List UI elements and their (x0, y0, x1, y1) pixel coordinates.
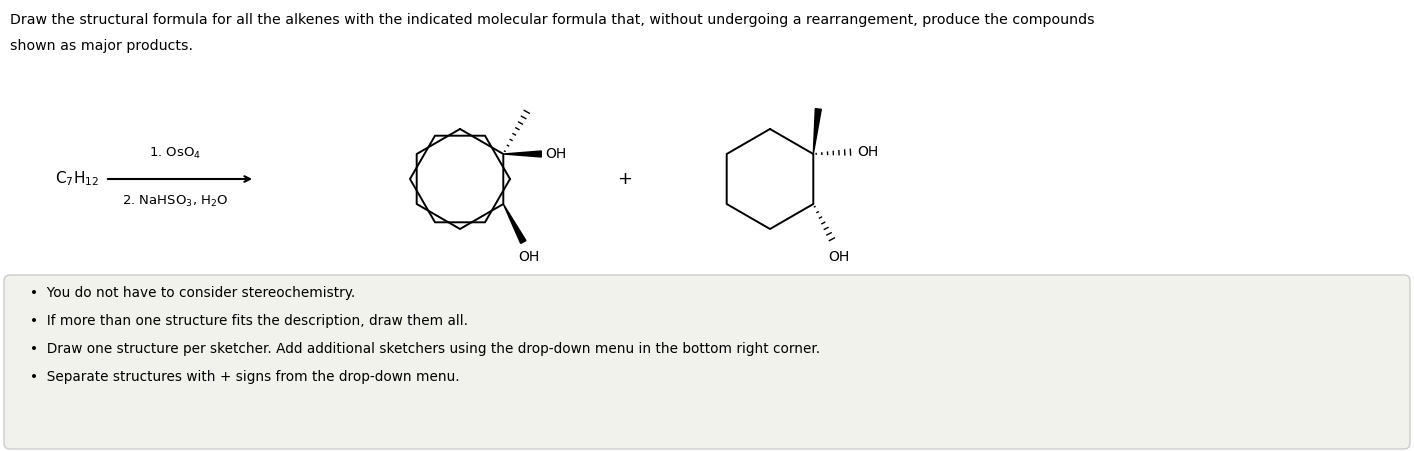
Text: 2. NaHSO$_3$, H$_2$O: 2. NaHSO$_3$, H$_2$O (122, 193, 228, 208)
Text: •  If more than one structure fits the description, draw them all.: • If more than one structure fits the de… (30, 314, 468, 328)
Text: +: + (618, 170, 632, 188)
Text: OH: OH (829, 250, 850, 264)
Text: OH: OH (519, 250, 540, 264)
Text: Draw the structural formula for all the alkenes with the indicated molecular for: Draw the structural formula for all the … (10, 13, 1094, 27)
Polygon shape (503, 151, 542, 157)
Text: OH: OH (857, 145, 878, 159)
FancyBboxPatch shape (4, 275, 1410, 449)
Text: 1. OsO$_4$: 1. OsO$_4$ (148, 146, 201, 161)
Text: •  You do not have to consider stereochemistry.: • You do not have to consider stereochem… (30, 286, 355, 300)
Text: •  Separate structures with + signs from the drop-down menu.: • Separate structures with + signs from … (30, 370, 460, 384)
Text: •  Draw one structure per sketcher. Add additional sketchers using the drop-down: • Draw one structure per sketcher. Add a… (30, 342, 820, 356)
Text: shown as major products.: shown as major products. (10, 39, 192, 53)
Polygon shape (813, 109, 822, 154)
Text: C$_7$H$_{12}$: C$_7$H$_{12}$ (55, 170, 99, 189)
Polygon shape (503, 204, 526, 244)
Text: OH: OH (546, 147, 567, 161)
